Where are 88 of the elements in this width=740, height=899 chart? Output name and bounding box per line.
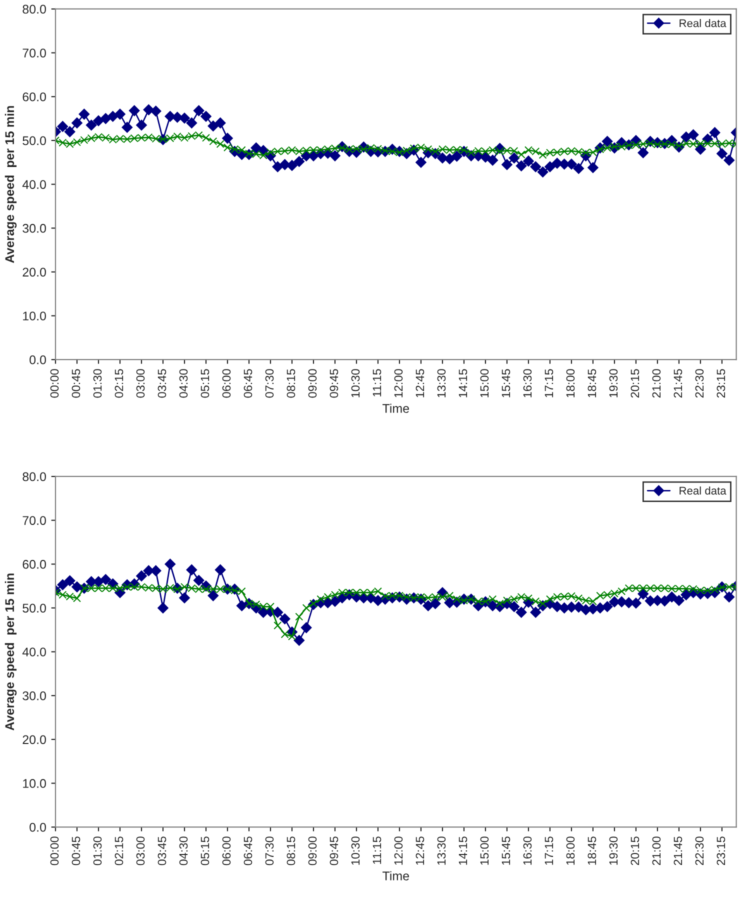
x-tick-label: 13:30 [437, 369, 446, 398]
x-tick-label: 00:45 [72, 369, 80, 398]
x-tick-label: 18:00 [566, 369, 575, 398]
y-tick-label: 50.0 [22, 604, 46, 613]
x-tick-label: 07:30 [265, 836, 274, 866]
y-tick-label: 70.0 [22, 516, 46, 525]
x-tick-label: 16:30 [523, 369, 532, 398]
x-tick-label: 04:30 [179, 836, 188, 866]
x-tick-label: 10:30 [351, 836, 360, 865]
x-tick-label: 03:45 [158, 836, 166, 866]
y-tick-label: 40.0 [22, 648, 46, 656]
x-tick-label: 18:00 [566, 836, 575, 865]
x-tick-label: 01:30 [93, 836, 102, 866]
x-tick-label: 06:45 [244, 369, 252, 398]
x-tick-label: 11:15 [372, 369, 382, 396]
x-tick-label: 21:45 [674, 836, 682, 866]
legend-label: Real data [680, 18, 726, 28]
x-tick-label: 12:00 [394, 836, 403, 865]
x-tick-label: 13:30 [437, 836, 446, 865]
x-tick-label: 20:15 [630, 369, 640, 398]
y-tick-label: 80.0 [22, 4, 46, 14]
x-tick-label: 22:30 [695, 836, 704, 866]
x-tick-label: 12:45 [416, 369, 424, 398]
x-tick-label: 18:45 [588, 836, 596, 865]
x-tick-label: 23:15 [716, 369, 726, 398]
x-tick-label: 08:15 [286, 836, 296, 866]
x-tick-label: 21:45 [674, 369, 682, 398]
x-tick-label: 17:15 [544, 836, 554, 865]
y-tick-label: 0.0 [30, 822, 46, 832]
y-tick-label: 10.0 [23, 779, 46, 788]
x-tick-label: 06:00 [222, 836, 231, 866]
x-tick-label: 04:30 [179, 369, 188, 398]
x-tick-label: 18:45 [588, 369, 596, 398]
y-tick-label: 0.0 [30, 355, 46, 364]
x-axis-title: Time [382, 404, 409, 413]
x-tick-label: 21:00 [652, 369, 661, 398]
x-tick-label: 15:00 [480, 836, 489, 865]
x-tick-label: 12:45 [416, 836, 424, 865]
x-tick-label: 15:00 [480, 369, 489, 398]
y-tick-label: 60.0 [22, 92, 46, 102]
x-tick-label: 00:45 [72, 836, 80, 866]
y-tick-label: 30.0 [22, 224, 46, 233]
y-axis-title: Average speed per 15 min [4, 574, 17, 730]
y-tick-label: 40.0 [22, 180, 46, 189]
x-tick-label: 20:15 [630, 836, 640, 866]
x-tick-label: 01:30 [93, 369, 102, 398]
x-tick-label: 00:00 [50, 369, 59, 398]
x-tick-label: 14:15 [458, 369, 468, 398]
x-tick-label: 08:15 [286, 369, 296, 398]
y-tick-label: 70.0 [22, 48, 46, 58]
x-tick-label: 03:00 [136, 836, 145, 866]
x-tick-label: 09:45 [330, 369, 338, 398]
x-tick-label: 23:15 [716, 836, 726, 866]
x-tick-label: 02:15 [114, 369, 124, 398]
y-tick-label: 20.0 [22, 735, 46, 744]
x-tick-label: 12:00 [394, 369, 403, 398]
x-tick-label: 19:30 [609, 369, 618, 398]
x-tick-label: 15:45 [502, 369, 510, 398]
x-tick-label: 21:00 [652, 836, 661, 866]
x-tick-label: 06:45 [244, 836, 252, 866]
x-tick-label: 05:15 [200, 836, 210, 866]
legend-label: Real data [680, 486, 726, 495]
x-tick-label: 14:15 [458, 836, 468, 865]
x-tick-label: 19:30 [609, 836, 618, 865]
x-tick-label: 09:00 [308, 369, 317, 398]
x-tick-label: 09:00 [308, 836, 317, 866]
y-tick-label: 80.0 [22, 472, 46, 482]
x-tick-label: 06:00 [222, 369, 231, 398]
x-tick-label: 03:00 [136, 369, 145, 398]
x-tick-label: 17:15 [544, 369, 554, 398]
x-tick-label: 03:45 [158, 369, 166, 398]
y-tick-label: 50.0 [22, 136, 46, 146]
x-tick-label: 22:30 [695, 369, 704, 398]
y-tick-label: 30.0 [22, 691, 46, 700]
x-tick-label: 11:15 [372, 836, 382, 864]
x-tick-label: 10:30 [351, 369, 360, 398]
y-tick-label: 10.0 [23, 312, 46, 320]
x-tick-label: 05:15 [200, 369, 210, 398]
x-tick-label: 07:30 [265, 369, 274, 398]
x-tick-label: 00:00 [50, 836, 59, 866]
x-tick-label: 16:30 [523, 836, 532, 865]
x-tick-label: 09:45 [330, 836, 338, 866]
x-tick-label: 15:45 [502, 836, 510, 865]
x-tick-label: 02:15 [114, 836, 124, 866]
x-axis-title: Time [382, 871, 409, 880]
y-tick-label: 60.0 [22, 560, 46, 569]
y-axis-title: Average speed per 15 min [4, 106, 17, 263]
y-tick-label: 20.0 [22, 268, 46, 277]
